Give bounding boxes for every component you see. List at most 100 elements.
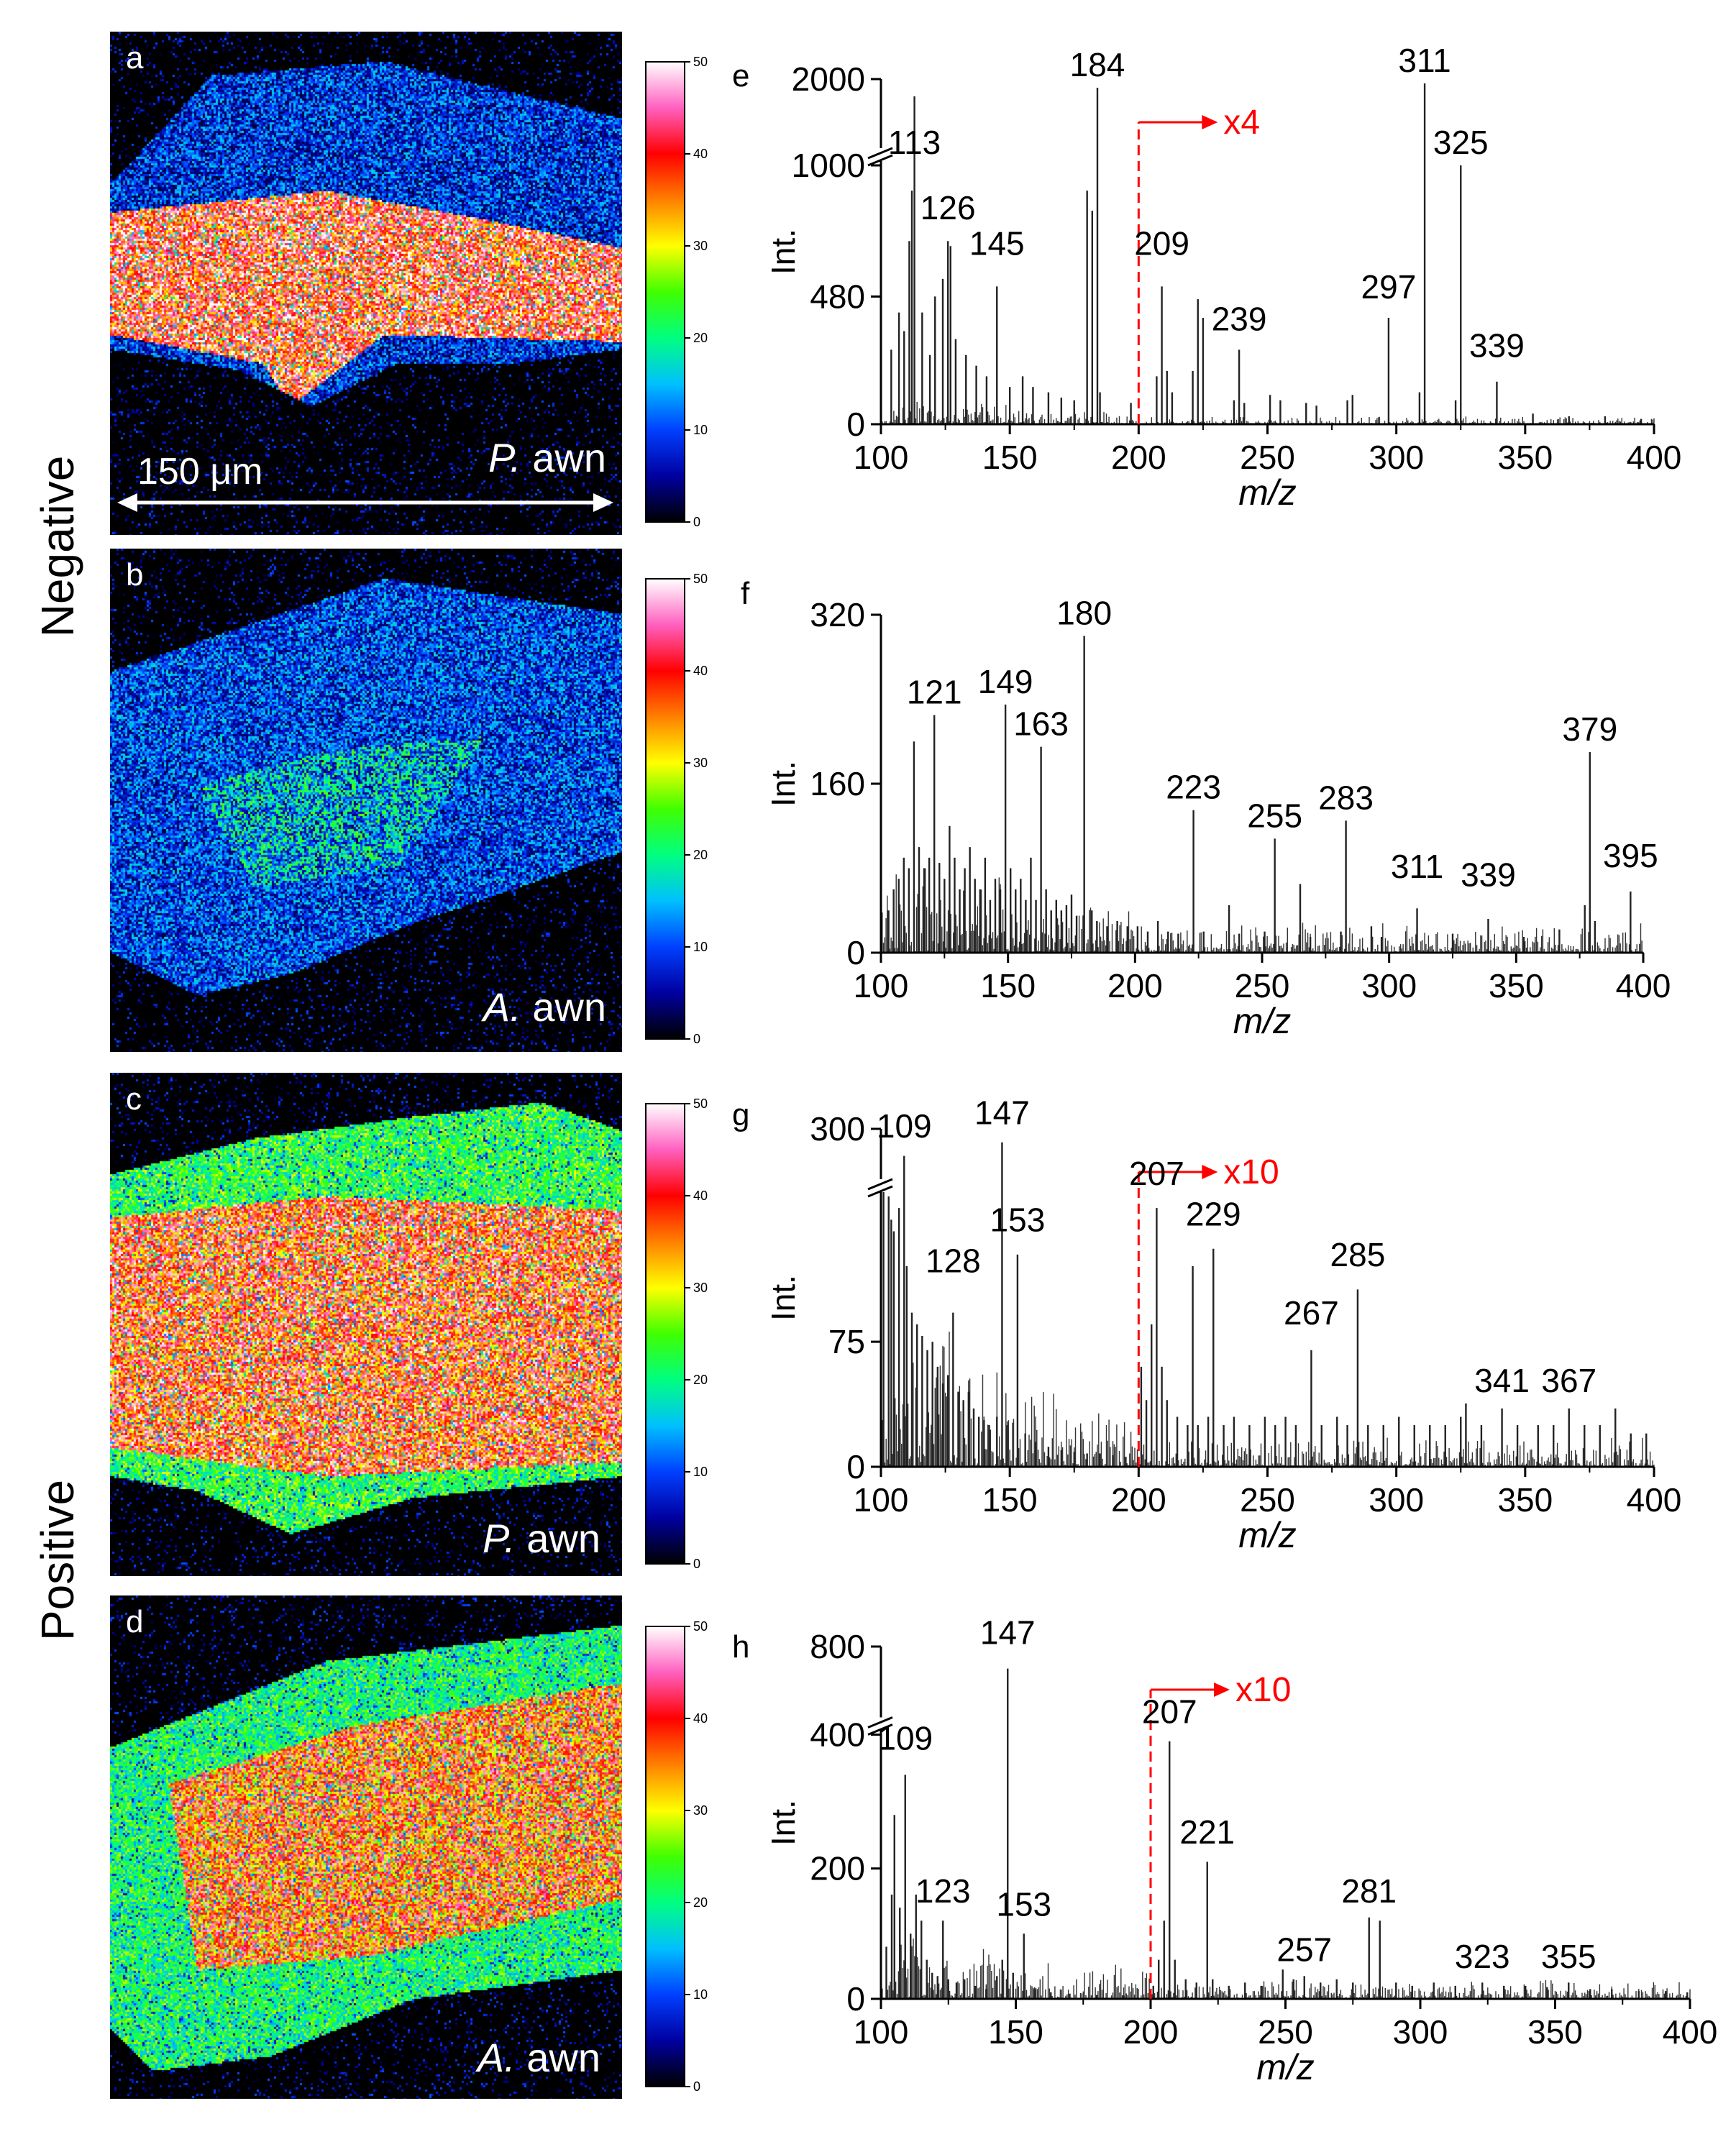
y-tick-label: 0 [846, 1448, 865, 1485]
peak-label: 341 [1474, 1362, 1530, 1399]
peak-label: 311 [1391, 848, 1443, 885]
multiplier-label: x10 [1235, 1671, 1291, 1709]
x-tick-label: 250 [1240, 1481, 1295, 1519]
sample-caption-b: A. awn [483, 984, 606, 1030]
x-tick-label: 100 [854, 967, 909, 1004]
peak-label: 281 [1341, 1872, 1397, 1910]
peak-label: 153 [996, 1885, 1051, 1923]
image-panel-b: b A. awn [110, 549, 622, 1052]
x-tick-label: 400 [1616, 967, 1671, 1004]
y-tick-label: 75 [828, 1323, 865, 1360]
peak-label: 267 [1284, 1294, 1339, 1332]
panel-label-c: c [126, 1081, 142, 1117]
colorbar-tick-label: 20 [693, 848, 708, 862]
x-tick-label: 100 [854, 439, 909, 476]
peak-label: 145 [969, 224, 1025, 262]
x-tick-label: 400 [1627, 439, 1682, 476]
sample-caption-c: P. awn [483, 1515, 600, 1562]
x-tick-label: 300 [1393, 2013, 1448, 2051]
peak-label: 109 [877, 1720, 933, 1757]
colorbar-tick-label: 10 [693, 940, 708, 954]
y-tick-label: 2000 [792, 60, 865, 98]
peak-label: 123 [915, 1872, 971, 1910]
x-tick-label: 300 [1369, 439, 1424, 476]
x-axis-label: m/z [1238, 1515, 1297, 1555]
panel-label-g: g [732, 1097, 749, 1132]
peak-label: 163 [1013, 705, 1069, 743]
image-panel-d: d A. awn [110, 1595, 622, 2099]
colorbar-tick-label: 30 [693, 1803, 708, 1818]
colorbar: 0 10 20 30 40 50 [645, 572, 708, 1046]
y-axis-label: Int. [764, 1800, 802, 1846]
y-axis-label: Int. [764, 1275, 802, 1321]
colorbar-tick-label: 30 [693, 1281, 708, 1295]
peak-label: 149 [978, 663, 1033, 700]
scale-bar-label: 150 μm [137, 451, 263, 493]
y-tick-label: 320 [810, 596, 865, 633]
sample-caption-a: P. awn [488, 434, 606, 481]
peak-label: 113 [888, 124, 941, 161]
panel-label-d: d [126, 1604, 144, 1639]
peak-label: 126 [920, 189, 976, 226]
colorbar: 0 10 20 30 40 50 [645, 55, 708, 529]
panel-label-a: a [126, 40, 144, 75]
peak-label: 153 [990, 1201, 1046, 1239]
y-tick-label: 0 [846, 406, 865, 443]
x-tick-label: 200 [1107, 967, 1163, 1004]
ion-image-c [110, 1073, 622, 1576]
species-word: awn [526, 1516, 600, 1561]
x-tick-label: 150 [982, 439, 1038, 476]
colorbar-tick-label: 40 [693, 147, 708, 161]
colorbar-tick-label: 50 [693, 572, 708, 586]
species-abbr: P. [483, 1516, 516, 1561]
spectrum-g: g 100 150 200 250 300 350 400 0 75 300 m/z Int. x10 10… [732, 1094, 1681, 1555]
colorbar-tick-label: 0 [693, 515, 700, 529]
multiplier-label: x10 [1223, 1153, 1279, 1191]
peak-label: 355 [1541, 1938, 1596, 1975]
peak-label: 339 [1461, 856, 1516, 894]
y-tick-label: 200 [810, 1850, 865, 1887]
peak-label: 367 [1541, 1362, 1596, 1399]
y-axis-label: Int. [764, 229, 802, 275]
species-word: awn [532, 984, 606, 1030]
colorbar-tick-label: 0 [693, 2079, 700, 2094]
species-abbr: P. [488, 435, 521, 480]
x-tick-label: 350 [1489, 967, 1544, 1004]
x-tick-label: 200 [1111, 1481, 1166, 1519]
peak-label: 184 [1070, 46, 1125, 83]
colorbar-tick-label: 50 [693, 1096, 708, 1111]
peak-label: 128 [926, 1242, 981, 1279]
colorbar-tick-label: 40 [693, 664, 708, 678]
x-tick-label: 100 [854, 1481, 909, 1519]
x-tick-label: 150 [988, 2013, 1043, 2051]
y-tick-label: 0 [846, 1980, 865, 2018]
species-abbr: A. [483, 984, 521, 1030]
colorbar-tick-label: 0 [693, 1557, 700, 1571]
peak-label: 285 [1330, 1236, 1386, 1273]
y-tick-label: 1000 [792, 147, 865, 184]
peak-label: 239 [1212, 300, 1267, 337]
x-tick-label: 400 [1627, 1481, 1682, 1519]
panel-label-e: e [732, 58, 749, 93]
peak-label: 297 [1361, 268, 1417, 306]
image-panel-c: c P. awn [110, 1073, 622, 1576]
species-word: awn [526, 2035, 600, 2080]
multiplier-label: x4 [1223, 104, 1260, 142]
ion-image-b [110, 549, 622, 1052]
colorbar-tick-label: 10 [693, 423, 708, 437]
y-tick-label: 0 [846, 934, 865, 971]
colorbar-tick-label: 50 [693, 1619, 708, 1634]
y-axis-label: Int. [764, 761, 802, 807]
peak-label: 109 [877, 1107, 932, 1145]
x-tick-label: 350 [1497, 439, 1553, 476]
panel-label-b: b [126, 557, 144, 592]
peak-label: 147 [980, 1613, 1036, 1651]
colorbar-tick-label: 40 [693, 1711, 708, 1726]
y-tick-label: 480 [810, 278, 865, 315]
peak-label: 207 [1142, 1693, 1197, 1731]
peak-label: 311 [1398, 42, 1451, 79]
peak-label: 323 [1455, 1938, 1510, 1975]
panel-label-f: f [741, 576, 750, 611]
